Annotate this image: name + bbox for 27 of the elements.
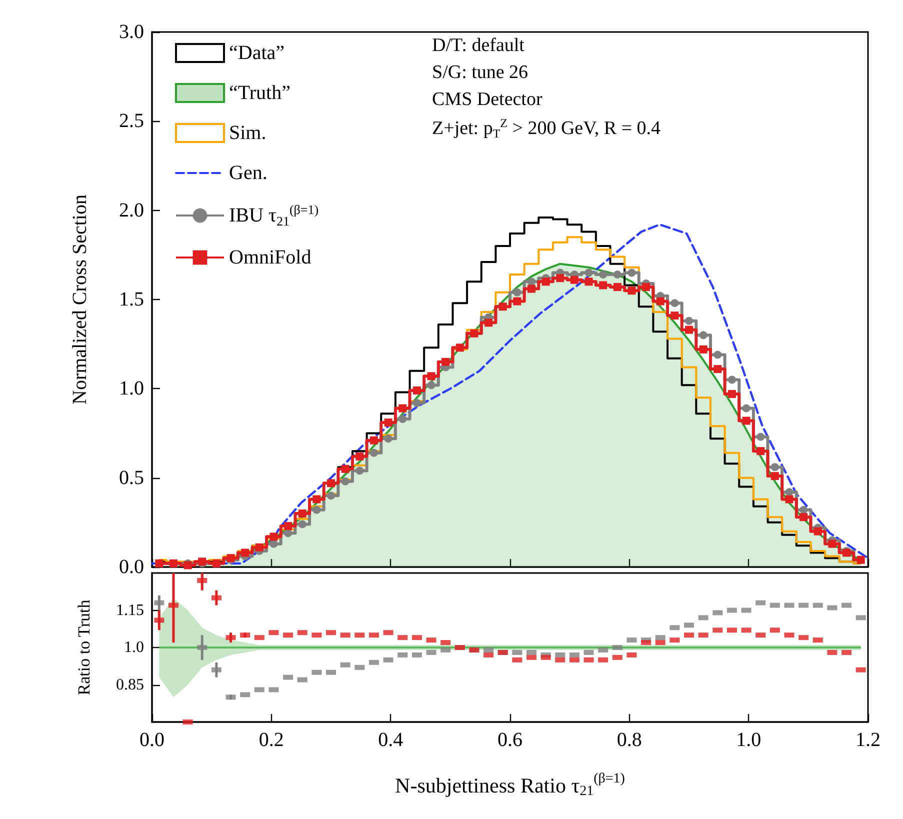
y-tick-label: 3.0 xyxy=(119,21,144,43)
legend-label: “Truth” xyxy=(229,82,290,104)
legend-label: Sim. xyxy=(229,122,266,144)
y-tick-label: 1.0 xyxy=(119,378,144,400)
y-tick-label: 0.85 xyxy=(116,676,144,694)
annotation: D/T: default xyxy=(432,35,526,56)
x-tick-label: 0.4 xyxy=(378,729,404,751)
x-tick-label: 0.6 xyxy=(498,729,522,751)
annotation: CMS Detector xyxy=(432,89,543,110)
y-axis-title: Normalized Cross Section xyxy=(69,194,91,404)
x-tick-label: 1.2 xyxy=(856,729,880,751)
x-tick-label: 1.0 xyxy=(736,729,762,751)
legend-label: OmniFold xyxy=(229,246,312,268)
y-tick-label: 2.0 xyxy=(119,199,144,222)
x-tick-label: 0.8 xyxy=(616,729,642,751)
y-tick-label: 1.0 xyxy=(124,639,144,656)
x-tick-label: 0.2 xyxy=(258,729,284,751)
y-tick-label: 0.5 xyxy=(119,466,144,489)
x-tick-label: 0.0 xyxy=(140,729,164,751)
annotation: S/G: tune 26 xyxy=(432,62,528,83)
y-tick-label: 1.5 xyxy=(119,288,144,310)
legend-label: “Data” xyxy=(229,42,285,64)
legend-label: Gen. xyxy=(229,162,268,184)
y-tick-label: 2.5 xyxy=(119,110,144,132)
y-tick-label: 1.15 xyxy=(116,602,144,619)
y-tick-label: 0.0 xyxy=(119,556,144,578)
y-axis-title: Ratio to Truth xyxy=(74,599,94,696)
